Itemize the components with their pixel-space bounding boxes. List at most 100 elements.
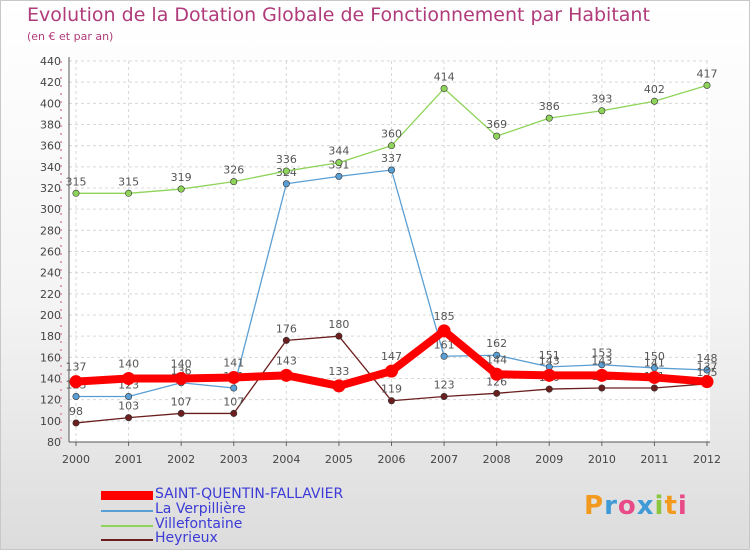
data-point-saint-quentin-fallavier [227, 370, 241, 384]
data-point-heyrieux [335, 332, 343, 340]
data-point-heyrieux [387, 397, 395, 405]
data-point-heyrieux [493, 389, 501, 397]
data-label-heyrieux: 107 [171, 395, 192, 408]
x-tick-label: 2000 [62, 453, 90, 466]
data-label-saint-quentin-fallavier: 140 [171, 358, 192, 371]
x-tick-label: 2011 [640, 453, 668, 466]
data-point-villefontaine [703, 81, 711, 89]
data-label-heyrieux: 103 [118, 400, 139, 413]
data-point-la-verpilliere [125, 392, 133, 400]
legend-swatch [101, 510, 153, 512]
data-label-la-verpilliere: 150 [644, 350, 665, 363]
data-point-saint-quentin-fallavier [700, 375, 714, 389]
y-tick-label: 420 [40, 76, 61, 89]
data-point-saint-quentin-fallavier [385, 364, 398, 378]
data-point-heyrieux [230, 409, 238, 417]
data-label-villefontaine: 326 [223, 164, 244, 177]
data-point-villefontaine [177, 185, 185, 193]
logo-letter: r [604, 491, 618, 521]
data-point-heyrieux [125, 414, 133, 422]
data-label-saint-quentin-fallavier: 185 [434, 310, 455, 323]
data-label-saint-quentin-fallavier: 143 [591, 354, 612, 367]
data-label-saint-quentin-fallavier: 143 [539, 354, 560, 367]
logo-letter: o [617, 491, 637, 521]
data-point-saint-quentin-fallavier [122, 372, 136, 385]
data-label-villefontaine: 414 [434, 71, 455, 84]
y-tick-label: 120 [40, 394, 61, 407]
y-tick-label: 280 [40, 224, 61, 237]
data-label-la-verpilliere: 161 [434, 338, 455, 351]
data-label-heyrieux: 119 [381, 383, 402, 396]
logo-letter: x [636, 491, 655, 521]
y-tick-label: 80 [47, 436, 61, 449]
y-tick-label: 160 [40, 351, 61, 364]
x-tick-label: 2012 [693, 453, 721, 466]
legend-label: SAINT-QUENTIN-FALLAVIER [155, 486, 344, 502]
y-tick-label: 360 [40, 140, 61, 153]
legend-label: Villefontaine [155, 516, 243, 532]
logo-letter: i [654, 491, 665, 521]
data-point-heyrieux [282, 336, 290, 344]
data-label-villefontaine: 417 [697, 67, 718, 80]
data-point-la-verpilliere [598, 361, 606, 369]
x-tick-label: 2006 [378, 453, 406, 466]
data-point-saint-quentin-fallavier [279, 368, 293, 382]
data-label-la-verpilliere: 148 [697, 352, 718, 365]
x-tick-label: 2002 [167, 453, 195, 466]
y-tick-label: 340 [40, 161, 61, 174]
data-point-villefontaine [545, 114, 553, 122]
data-label-heyrieux: 126 [486, 375, 507, 388]
data-point-heyrieux [440, 392, 448, 400]
data-label-saint-quentin-fallavier: 133 [328, 365, 349, 378]
data-point-la-verpilliere [282, 180, 290, 188]
data-point-villefontaine [125, 189, 133, 197]
data-point-heyrieux [545, 385, 553, 393]
data-label-la-verpilliere: 337 [381, 152, 402, 165]
data-point-saint-quentin-fallavier [437, 324, 451, 338]
data-point-villefontaine [440, 85, 448, 93]
legend-swatch [101, 539, 153, 541]
logo-letter: P [584, 491, 605, 521]
data-point-la-verpilliere [230, 384, 238, 392]
data-point-la-verpilliere [72, 392, 80, 400]
chart-title: Evolution de la Dotation Globale de Fonc… [27, 4, 650, 26]
data-label-villefontaine: 344 [328, 145, 349, 158]
data-label-saint-quentin-fallavier: 141 [223, 356, 244, 369]
data-label-heyrieux: 176 [276, 322, 297, 335]
data-label-la-verpilliere: 151 [539, 349, 560, 362]
data-label-villefontaine: 402 [644, 83, 665, 96]
data-label-heyrieux: 107 [223, 395, 244, 408]
data-label-la-verpilliere: 153 [591, 347, 612, 360]
data-point-la-verpilliere [493, 351, 501, 359]
data-point-la-verpilliere [440, 352, 448, 360]
legend-label: La Verpillière [155, 501, 246, 517]
data-point-villefontaine [650, 97, 658, 105]
x-tick-label: 2009 [535, 453, 563, 466]
data-label-villefontaine: 369 [486, 118, 507, 131]
chart-subtitle: (en € et par an) [27, 30, 114, 43]
data-point-villefontaine [72, 189, 80, 197]
x-tick-label: 2005 [325, 453, 353, 466]
data-point-saint-quentin-fallavier [542, 368, 556, 382]
x-tick-label: 2001 [115, 453, 143, 466]
data-label-saint-quentin-fallavier: 143 [276, 354, 297, 367]
data-point-heyrieux [177, 409, 185, 417]
y-tick-label: 300 [40, 203, 61, 216]
data-label-saint-quentin-fallavier: 144 [486, 353, 507, 366]
data-label-saint-quentin-fallavier: 140 [118, 358, 139, 371]
data-point-saint-quentin-fallavier [174, 372, 188, 385]
data-point-heyrieux [650, 384, 658, 392]
data-label-villefontaine: 315 [66, 175, 87, 188]
legend-swatch [101, 491, 153, 500]
data-point-villefontaine [493, 132, 501, 140]
logo-letter: i [677, 491, 688, 521]
data-label-villefontaine: 336 [276, 153, 297, 166]
data-point-heyrieux [598, 384, 606, 392]
y-tick-label: 100 [40, 415, 61, 428]
data-label-villefontaine: 386 [539, 100, 560, 113]
data-label-villefontaine: 315 [118, 175, 139, 188]
data-point-saint-quentin-fallavier [332, 379, 346, 393]
data-label-villefontaine: 360 [381, 128, 402, 141]
